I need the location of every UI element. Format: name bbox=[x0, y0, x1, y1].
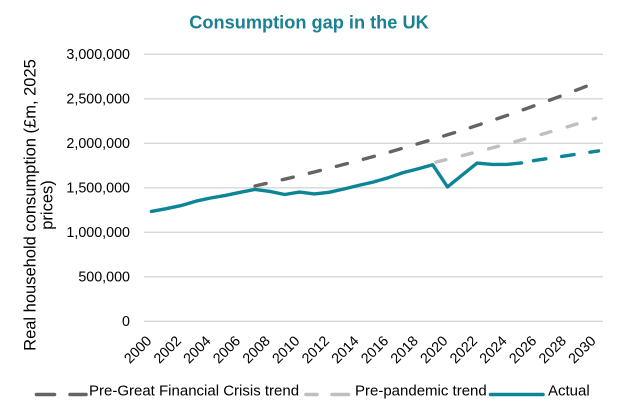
svg-text:Actual: Actual bbox=[548, 383, 590, 400]
svg-text:Real household consumption (£m: Real household consumption (£m, 2025 bbox=[22, 59, 40, 351]
svg-text:500,000: 500,000 bbox=[78, 269, 130, 285]
svg-text:2,500,000: 2,500,000 bbox=[66, 91, 130, 107]
svg-text:0: 0 bbox=[122, 314, 130, 330]
svg-text:Pre-pandemic trend: Pre-pandemic trend bbox=[355, 383, 487, 400]
svg-text:3,000,000: 3,000,000 bbox=[66, 47, 130, 63]
svg-text:1,000,000: 1,000,000 bbox=[66, 225, 130, 241]
svg-text:2,000,000: 2,000,000 bbox=[66, 136, 130, 152]
svg-text:1,500,000: 1,500,000 bbox=[66, 180, 130, 196]
svg-text:Consumption gap in the UK: Consumption gap in the UK bbox=[189, 12, 428, 32]
svg-text:Pre-Great Financial Crisis tre: Pre-Great Financial Crisis trend bbox=[89, 383, 299, 400]
svg-text:prices): prices) bbox=[39, 180, 57, 230]
